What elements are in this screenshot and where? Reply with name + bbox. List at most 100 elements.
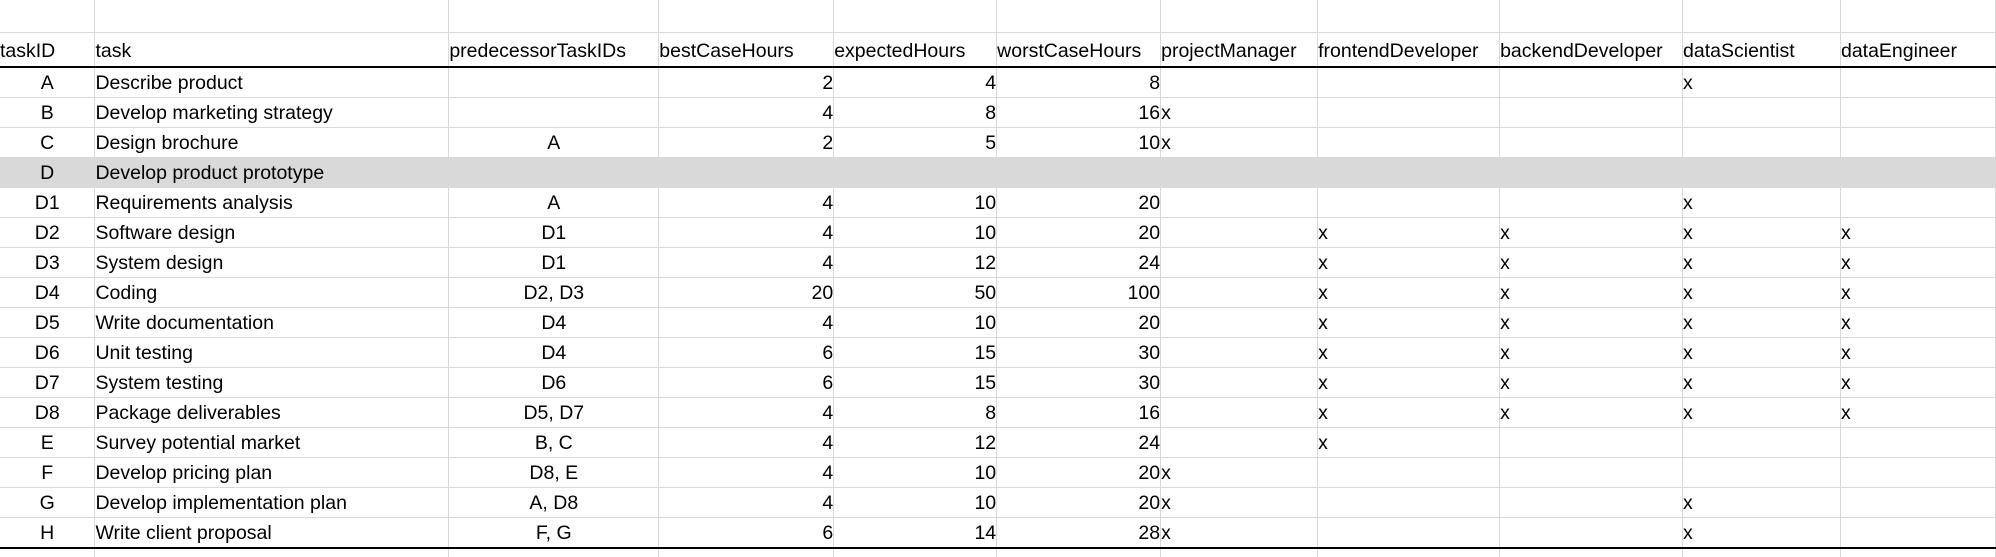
header-cell-worstCaseHours[interactable]: worstCaseHours bbox=[996, 32, 1162, 68]
task-name-cell[interactable]: Develop marketing strategy bbox=[94, 97, 450, 128]
data-scientist-cell[interactable]: x bbox=[1682, 397, 1841, 428]
worst-case-hours-cell[interactable]: 30 bbox=[996, 367, 1162, 398]
header-cell-task[interactable]: task bbox=[94, 32, 450, 68]
backend-developer-cell[interactable]: x bbox=[1499, 217, 1684, 248]
expected-hours-cell[interactable]: 10 bbox=[833, 217, 998, 248]
backend-developer-cell[interactable]: x bbox=[1499, 307, 1684, 338]
task-name-cell[interactable]: Write client proposal bbox=[94, 517, 450, 549]
expected-hours-cell[interactable]: 12 bbox=[833, 427, 998, 458]
task-name-cell[interactable]: Develop product prototype bbox=[94, 157, 450, 188]
project-manager-cell[interactable]: x bbox=[1160, 517, 1319, 549]
task-name-cell[interactable]: Coding bbox=[94, 277, 450, 308]
task-id-cell[interactable]: G bbox=[0, 487, 96, 518]
worst-case-hours-cell[interactable]: 16 bbox=[996, 397, 1162, 428]
data-engineer-cell[interactable]: x bbox=[1840, 277, 1996, 308]
task-id-cell[interactable]: D1 bbox=[0, 187, 96, 218]
predecessor-cell[interactable] bbox=[448, 157, 660, 188]
data-engineer-cell[interactable]: x bbox=[1840, 367, 1996, 398]
task-id-cell[interactable]: C bbox=[0, 127, 96, 158]
task-name-cell[interactable]: Unit testing bbox=[94, 337, 450, 368]
header-cell-predecessorTaskIDs[interactable]: predecessorTaskIDs bbox=[448, 32, 660, 68]
frontend-developer-cell[interactable] bbox=[1317, 157, 1501, 188]
worst-case-hours-cell[interactable]: 20 bbox=[996, 457, 1162, 488]
worst-case-hours-cell[interactable]: 10 bbox=[996, 127, 1162, 158]
predecessor-cell[interactable]: A bbox=[448, 187, 660, 218]
worst-case-hours-cell[interactable]: 24 bbox=[996, 427, 1162, 458]
backend-developer-cell[interactable] bbox=[1499, 187, 1684, 218]
data-scientist-cell[interactable] bbox=[1682, 427, 1841, 458]
header-cell-taskID[interactable]: taskID bbox=[0, 32, 96, 68]
frontend-developer-cell[interactable]: x bbox=[1317, 247, 1501, 278]
task-name-cell[interactable]: Describe product bbox=[94, 67, 450, 98]
data-engineer-cell[interactable]: x bbox=[1840, 397, 1996, 428]
best-case-hours-cell[interactable]: 6 bbox=[658, 517, 835, 549]
data-scientist-cell[interactable]: x bbox=[1682, 247, 1841, 278]
best-case-hours-cell[interactable]: 4 bbox=[658, 487, 835, 518]
worst-case-hours-cell[interactable]: 100 bbox=[996, 277, 1162, 308]
task-name-cell[interactable]: System testing bbox=[94, 367, 450, 398]
task-name-cell[interactable]: System design bbox=[94, 247, 450, 278]
frontend-developer-cell[interactable] bbox=[1317, 457, 1501, 488]
data-engineer-cell[interactable]: x bbox=[1840, 337, 1996, 368]
expected-hours-cell[interactable]: 5 bbox=[833, 127, 998, 158]
expected-hours-cell[interactable]: 15 bbox=[833, 337, 998, 368]
predecessor-cell[interactable] bbox=[448, 97, 660, 128]
predecessor-cell[interactable]: A, D8 bbox=[448, 487, 660, 518]
backend-developer-cell[interactable] bbox=[1499, 457, 1684, 488]
predecessor-cell[interactable]: D1 bbox=[448, 217, 660, 248]
project-manager-cell[interactable] bbox=[1160, 337, 1319, 368]
expected-hours-cell[interactable]: 10 bbox=[833, 307, 998, 338]
project-manager-cell[interactable] bbox=[1160, 187, 1319, 218]
worst-case-hours-cell[interactable]: 20 bbox=[996, 307, 1162, 338]
project-manager-cell[interactable] bbox=[1160, 307, 1319, 338]
data-scientist-cell[interactable]: x bbox=[1682, 487, 1841, 518]
project-manager-cell[interactable] bbox=[1160, 277, 1319, 308]
best-case-hours-cell[interactable]: 4 bbox=[658, 187, 835, 218]
worst-case-hours-cell[interactable]: 24 bbox=[996, 247, 1162, 278]
frontend-developer-cell[interactable]: x bbox=[1317, 217, 1501, 248]
backend-developer-cell[interactable] bbox=[1499, 67, 1684, 98]
header-cell-bestCaseHours[interactable]: bestCaseHours bbox=[658, 32, 835, 68]
task-name-cell[interactable]: Design brochure bbox=[94, 127, 450, 158]
task-name-cell[interactable]: Develop implementation plan bbox=[94, 487, 450, 518]
task-id-cell[interactable]: H bbox=[0, 517, 96, 549]
project-manager-cell[interactable]: x bbox=[1160, 127, 1319, 158]
backend-developer-cell[interactable] bbox=[1499, 517, 1684, 549]
expected-hours-cell[interactable] bbox=[833, 157, 998, 188]
task-name-cell[interactable]: Survey potential market bbox=[94, 427, 450, 458]
frontend-developer-cell[interactable]: x bbox=[1317, 367, 1501, 398]
header-cell-frontendDeveloper[interactable]: frontendDeveloper bbox=[1317, 32, 1501, 68]
frontend-developer-cell[interactable]: x bbox=[1317, 397, 1501, 428]
data-engineer-cell[interactable] bbox=[1840, 97, 1996, 128]
backend-developer-cell[interactable]: x bbox=[1499, 337, 1684, 368]
data-engineer-cell[interactable] bbox=[1840, 487, 1996, 518]
best-case-hours-cell[interactable]: 4 bbox=[658, 457, 835, 488]
task-name-cell[interactable]: Package deliverables bbox=[94, 397, 450, 428]
task-id-cell[interactable]: D8 bbox=[0, 397, 96, 428]
header-cell-dataScientist[interactable]: dataScientist bbox=[1682, 32, 1841, 68]
task-id-cell[interactable]: E bbox=[0, 427, 96, 458]
data-engineer-cell[interactable] bbox=[1840, 127, 1996, 158]
header-cell-projectManager[interactable]: projectManager bbox=[1160, 32, 1319, 68]
backend-developer-cell[interactable]: x bbox=[1499, 247, 1684, 278]
frontend-developer-cell[interactable] bbox=[1317, 517, 1501, 549]
header-cell-dataEngineer[interactable]: dataEngineer bbox=[1840, 32, 1996, 68]
worst-case-hours-cell[interactable]: 8 bbox=[996, 67, 1162, 98]
task-id-cell[interactable]: B bbox=[0, 97, 96, 128]
data-engineer-cell[interactable] bbox=[1840, 517, 1996, 549]
backend-developer-cell[interactable] bbox=[1499, 157, 1684, 188]
data-scientist-cell[interactable]: x bbox=[1682, 517, 1841, 549]
project-manager-cell[interactable] bbox=[1160, 367, 1319, 398]
backend-developer-cell[interactable]: x bbox=[1499, 367, 1684, 398]
header-cell-expectedHours[interactable]: expectedHours bbox=[833, 32, 998, 68]
project-manager-cell[interactable] bbox=[1160, 217, 1319, 248]
predecessor-cell[interactable] bbox=[448, 67, 660, 98]
best-case-hours-cell[interactable]: 20 bbox=[658, 277, 835, 308]
best-case-hours-cell[interactable]: 2 bbox=[658, 127, 835, 158]
expected-hours-cell[interactable]: 8 bbox=[833, 97, 998, 128]
backend-developer-cell[interactable] bbox=[1499, 487, 1684, 518]
data-scientist-cell[interactable] bbox=[1682, 457, 1841, 488]
data-scientist-cell[interactable]: x bbox=[1682, 337, 1841, 368]
best-case-hours-cell[interactable]: 4 bbox=[658, 427, 835, 458]
data-scientist-cell[interactable]: x bbox=[1682, 67, 1841, 98]
